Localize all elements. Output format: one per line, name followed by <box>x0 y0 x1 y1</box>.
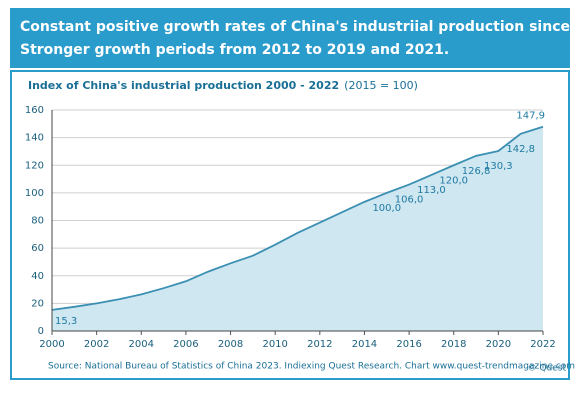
line <box>51 125 544 311</box>
value-label: 15,3 <box>55 316 77 327</box>
subtitle-main: Index of China's industrial production 2… <box>28 79 339 92</box>
subtitle-note: (2015 = 100) <box>344 79 418 92</box>
y-tick-label: 80 <box>31 216 44 227</box>
value-label: 142,8 <box>506 144 535 155</box>
subtitle: Index of China's industrial production 2… <box>28 79 418 92</box>
x-tick-label: 2002 <box>84 339 109 350</box>
x-tick-label: 2010 <box>262 339 287 350</box>
value-label: 113,0 <box>417 185 446 196</box>
x-tick-label: 2006 <box>173 339 198 350</box>
x-tick-label: 2000 <box>39 339 64 350</box>
header-band <box>10 8 570 68</box>
y-tick-label: 120 <box>25 160 44 171</box>
y-tick-label: 40 <box>31 271 44 282</box>
y-tick-label: 0 <box>38 326 44 337</box>
x-tick-label: 2018 <box>441 339 466 350</box>
value-label: 100,0 <box>372 203 401 214</box>
area <box>52 126 543 331</box>
x-tick-label: 2014 <box>352 339 377 350</box>
value-label: 126,8 <box>462 166 491 177</box>
value-label: 147,9 <box>516 111 545 122</box>
x-tick-label: 2022 <box>530 339 555 350</box>
y-tick-label: 100 <box>25 188 44 199</box>
x-tick-label: 2008 <box>218 339 243 350</box>
chart-title: Constant positive growth rates of China'… <box>20 19 580 35</box>
source: Source: National Bureau of Statistics of… <box>48 362 575 372</box>
x-tick-label: 2012 <box>307 339 332 350</box>
copyright: © Quest <box>528 364 567 374</box>
value-label: 106,0 <box>395 195 424 206</box>
value-label: 130,3 <box>484 161 513 172</box>
value-label: 120,0 <box>439 175 468 186</box>
x-tick-label: 2020 <box>486 339 511 350</box>
y-tick-label: 20 <box>31 298 44 309</box>
y-tick-label: 140 <box>25 133 44 144</box>
chart-title: Stronger growth periods from 2012 to 201… <box>20 42 449 58</box>
x-tick-label: 2004 <box>129 339 154 350</box>
y-tick-label: 60 <box>31 243 44 254</box>
y-tick-label: 160 <box>25 105 44 116</box>
x-tick-label: 2016 <box>396 339 421 350</box>
